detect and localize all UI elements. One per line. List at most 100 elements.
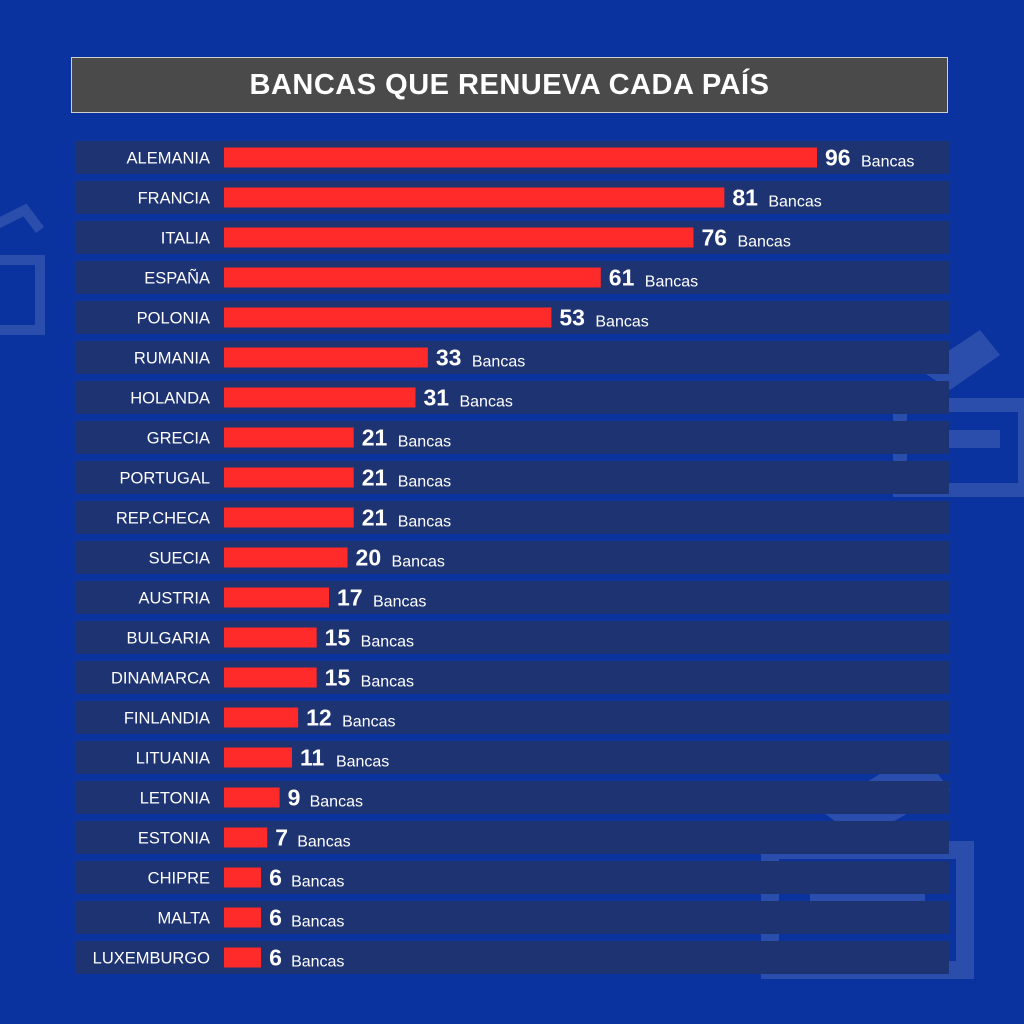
ballot-box-icon (0, 203, 45, 335)
bar (224, 507, 354, 528)
data-label-unit: Bancas (645, 274, 698, 291)
row-background (75, 861, 949, 894)
data-label-unit: Bancas (361, 634, 414, 651)
data-label-value: 12 (306, 705, 332, 731)
data-label-unit: Bancas (297, 834, 350, 851)
category-label: LITUANIA (136, 750, 210, 768)
data-label-unit: Bancas (861, 154, 914, 171)
data-label-unit: Bancas (291, 874, 344, 891)
row-background (75, 341, 949, 374)
row-background (75, 501, 949, 534)
data-label-value: 9 (288, 785, 301, 811)
category-label: REP.CHECA (116, 510, 210, 528)
data-label-value: 21 (362, 465, 388, 491)
row-background (75, 421, 949, 454)
bar (224, 627, 317, 648)
bar (224, 907, 262, 928)
category-label: GRECIA (147, 430, 210, 448)
bar (224, 147, 817, 168)
data-label-value: 76 (701, 225, 727, 251)
bar (224, 707, 299, 728)
category-label: RUMANIA (134, 350, 210, 368)
data-label-unit: Bancas (398, 474, 451, 491)
row-background (75, 821, 949, 854)
bar (224, 947, 262, 968)
data-label-unit: Bancas (768, 194, 821, 211)
data-label-unit: Bancas (472, 354, 525, 371)
category-label: DINAMARCA (111, 670, 210, 688)
data-label-value: 33 (436, 345, 462, 371)
data-label-value: 15 (325, 625, 351, 651)
data-label-unit: Bancas (361, 674, 414, 691)
row-background (75, 941, 949, 974)
bar (224, 667, 317, 688)
category-label: HOLANDA (130, 390, 210, 408)
data-label-unit: Bancas (398, 514, 451, 531)
row-background (75, 701, 949, 734)
data-label-value: 6 (269, 865, 282, 891)
bar (224, 547, 348, 568)
bar (224, 427, 354, 448)
category-label: POLONIA (137, 310, 210, 328)
bar (224, 387, 416, 408)
data-label-unit: Bancas (398, 434, 451, 451)
category-label: LETONIA (140, 790, 210, 808)
data-label-unit: Bancas (373, 594, 426, 611)
row-background (75, 781, 949, 814)
category-label: MALTA (157, 910, 210, 928)
row-background (75, 581, 949, 614)
data-label-value: 7 (275, 825, 288, 851)
data-label-value: 31 (423, 385, 449, 411)
data-label-value: 6 (269, 945, 282, 971)
data-label-value: 6 (269, 905, 282, 931)
data-label-unit: Bancas (310, 794, 363, 811)
chart-title: BANCAS QUE RENUEVA CADA PAÍS (249, 68, 770, 101)
data-label-unit: Bancas (342, 714, 395, 731)
data-label-value: 21 (362, 505, 388, 531)
category-label: ITALIA (161, 230, 210, 248)
data-label-unit: Bancas (459, 394, 512, 411)
row-background (75, 621, 949, 654)
data-label-value: 61 (609, 265, 635, 291)
category-label: CHIPRE (148, 870, 210, 888)
data-label-unit: Bancas (291, 914, 344, 931)
category-label: SUECIA (149, 550, 210, 568)
data-label-value: 96 (825, 145, 851, 171)
data-label-value: 81 (732, 185, 758, 211)
bar (224, 787, 280, 808)
row-background (75, 381, 949, 414)
data-label-value: 11 (300, 745, 325, 771)
category-label: BULGARIA (127, 630, 210, 648)
category-label: ESPAÑA (144, 268, 210, 288)
data-label-value: 20 (356, 545, 382, 571)
bar (224, 827, 268, 848)
category-label: ALEMANIA (127, 150, 210, 168)
data-label-unit: Bancas (595, 314, 648, 331)
data-label-value: 53 (559, 305, 585, 331)
bar (224, 467, 354, 488)
bar (224, 187, 725, 208)
bar (224, 347, 428, 368)
bar (224, 587, 330, 608)
data-label-unit: Bancas (737, 234, 790, 251)
row-background (75, 901, 949, 934)
data-label-value: 15 (325, 665, 351, 691)
bar (224, 227, 694, 248)
row-background (75, 541, 949, 574)
category-label: FRANCIA (138, 190, 210, 208)
data-label-unit: Bancas (291, 954, 344, 971)
data-label-unit: Bancas (392, 554, 445, 571)
data-label-unit: Bancas (336, 754, 389, 771)
category-label: PORTUGAL (120, 470, 210, 488)
bar (224, 747, 292, 768)
bar (224, 867, 262, 888)
bar (224, 307, 552, 328)
chart-title-box: BANCAS QUE RENUEVA CADA PAÍS (71, 57, 948, 113)
row-background (75, 741, 949, 774)
category-label: AUSTRIA (138, 590, 210, 608)
row-background (75, 461, 949, 494)
bar (224, 267, 601, 288)
category-label: LUXEMBURGO (93, 950, 211, 968)
row-background (75, 661, 949, 694)
